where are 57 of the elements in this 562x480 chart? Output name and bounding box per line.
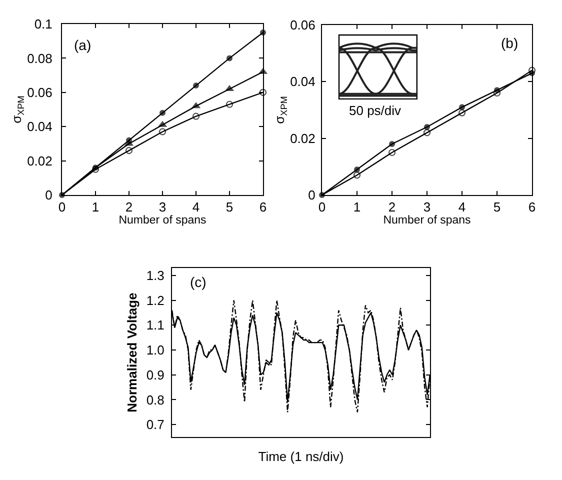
point bbox=[458, 109, 466, 116]
y-axis-title: Normalized Voltage bbox=[124, 292, 140, 412]
x-tick-label: 5 bbox=[226, 200, 234, 215]
annotation: (c) bbox=[190, 274, 206, 290]
point bbox=[160, 110, 166, 116]
y-tick-label: 0.9 bbox=[146, 367, 164, 382]
point bbox=[125, 146, 133, 154]
point bbox=[193, 82, 199, 89]
x-axis-title: Number of spans bbox=[118, 214, 207, 227]
x-tick-label: 0 bbox=[58, 200, 66, 215]
annotation: (a) bbox=[74, 37, 92, 53]
x-tick-label: 0 bbox=[318, 200, 326, 215]
point bbox=[226, 100, 234, 108]
x-axis-title: Number of spans bbox=[383, 214, 472, 227]
y-tick-label: 0.06 bbox=[27, 84, 52, 100]
y-tick-label: 0.02 bbox=[290, 130, 316, 146]
x-tick-label: 3 bbox=[423, 200, 431, 215]
x-tick-label: 3 bbox=[158, 200, 166, 215]
point bbox=[493, 89, 501, 97]
x-tick-label: 4 bbox=[192, 200, 200, 215]
y-tick-label: 0.04 bbox=[27, 119, 52, 134]
x-tick-label: 2 bbox=[388, 200, 396, 215]
point bbox=[459, 104, 465, 110]
y-tick-label: 0.7 bbox=[146, 417, 164, 432]
y-tick-label: 0.06 bbox=[290, 18, 316, 33]
y-tick-label: 0.08 bbox=[27, 50, 52, 66]
x-tick-label: 6 bbox=[259, 200, 267, 215]
point bbox=[528, 66, 536, 74]
y-tick-label: 0.1 bbox=[34, 16, 52, 32]
point bbox=[158, 128, 166, 136]
point bbox=[354, 166, 360, 172]
x-tick-label: 1 bbox=[92, 200, 100, 215]
point bbox=[388, 148, 396, 156]
x-tick-label: 2 bbox=[125, 200, 133, 215]
y-tick-label: 0 bbox=[45, 188, 52, 203]
annotation: (b) bbox=[501, 35, 518, 51]
x-axis-title: Time (1 ns/div) bbox=[258, 449, 344, 464]
x-tick-label: 5 bbox=[493, 200, 501, 215]
y-tick-label: 1.1 bbox=[146, 318, 164, 333]
point bbox=[259, 88, 267, 96]
y-tick-label: 0 bbox=[308, 188, 316, 203]
y-tick-label: 0.02 bbox=[27, 153, 52, 168]
point bbox=[423, 129, 431, 136]
x-tick-label: 4 bbox=[458, 200, 466, 215]
point bbox=[424, 124, 430, 130]
y-tick-label: 1.0 bbox=[146, 342, 164, 358]
y-tick-label: 1.3 bbox=[146, 268, 164, 284]
annotation: 50 ps/div bbox=[349, 103, 402, 118]
y-tick-label: 0.8 bbox=[146, 392, 164, 408]
point bbox=[226, 55, 232, 62]
point bbox=[353, 172, 361, 179]
point bbox=[192, 112, 200, 120]
y-tick-label: 1.2 bbox=[146, 292, 164, 308]
x-tick-label: 1 bbox=[353, 200, 361, 215]
point bbox=[389, 141, 395, 147]
y-tick-label: 0.04 bbox=[290, 74, 316, 90]
x-tick-label: 6 bbox=[528, 200, 536, 215]
